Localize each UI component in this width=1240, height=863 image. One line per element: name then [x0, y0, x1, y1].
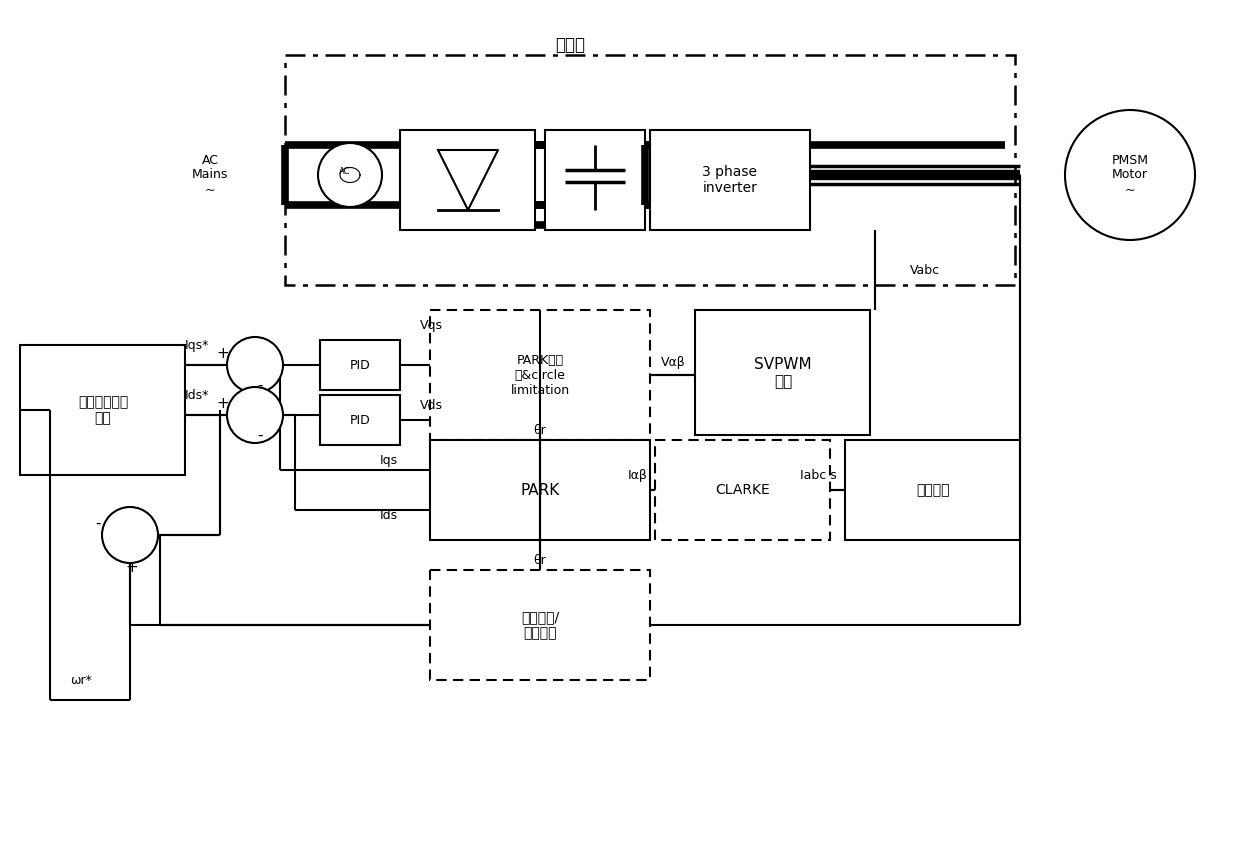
Text: 电流读取: 电流读取	[916, 483, 950, 497]
Text: +: +	[125, 559, 139, 575]
Bar	[320, 340, 401, 390]
Bar	[430, 310, 650, 440]
Text: AC
Mains
~: AC Mains ~	[192, 154, 228, 197]
Text: Ids*: Ids*	[185, 388, 210, 401]
Text: AC: AC	[340, 167, 351, 177]
Text: -: -	[257, 377, 263, 393]
Text: Vds: Vds	[420, 399, 443, 412]
Text: PMSM
Motor
~: PMSM Motor ~	[1111, 154, 1148, 197]
Text: Vαβ: Vαβ	[661, 356, 686, 369]
Text: 转子速度/
位置反馈: 转子速度/ 位置反馈	[521, 610, 559, 640]
Bar	[320, 395, 401, 445]
Circle shape	[317, 143, 382, 207]
Text: Ids: Ids	[379, 508, 398, 521]
Text: θr: θr	[533, 553, 547, 566]
Circle shape	[227, 387, 283, 443]
Bar	[401, 130, 534, 230]
Text: -: -	[257, 427, 263, 443]
Text: Iqs*: Iqs*	[185, 338, 210, 351]
Text: Vabc: Vabc	[910, 263, 940, 276]
Circle shape	[227, 337, 283, 393]
Text: 转矩及磁链控
制器: 转矩及磁链控 制器	[78, 395, 128, 425]
Text: Iqs: Iqs	[379, 453, 398, 467]
Bar	[694, 310, 870, 435]
Bar	[430, 570, 650, 680]
Text: 3 phase
inverter: 3 phase inverter	[703, 165, 758, 195]
Text: -: -	[95, 515, 100, 531]
Circle shape	[102, 507, 157, 563]
Text: +: +	[217, 345, 229, 361]
Bar	[844, 440, 1021, 540]
Text: Iαβ: Iαβ	[629, 469, 649, 482]
Text: +: +	[217, 395, 229, 411]
Bar	[546, 130, 645, 230]
Text: PARK: PARK	[521, 482, 559, 497]
Text: θr: θr	[533, 424, 547, 437]
Text: SVPWM
计算: SVPWM 计算	[754, 356, 812, 389]
Text: CLARKE: CLARKE	[715, 483, 770, 497]
Bar	[430, 440, 650, 540]
Bar	[650, 130, 810, 230]
Circle shape	[1065, 110, 1195, 240]
Text: ωr*: ωr*	[69, 673, 92, 686]
Bar	[20, 345, 185, 475]
Text: PARK反变
换&circle
limitation: PARK反变 换&circle limitation	[511, 354, 569, 396]
Text: PID: PID	[350, 413, 371, 426]
Bar	[285, 55, 1016, 285]
Text: Vqs: Vqs	[420, 318, 443, 331]
Bar	[655, 440, 830, 540]
Text: PID: PID	[350, 358, 371, 371]
Text: 逆变器: 逆变器	[556, 36, 585, 54]
Text: Iabc s: Iabc s	[800, 469, 837, 482]
